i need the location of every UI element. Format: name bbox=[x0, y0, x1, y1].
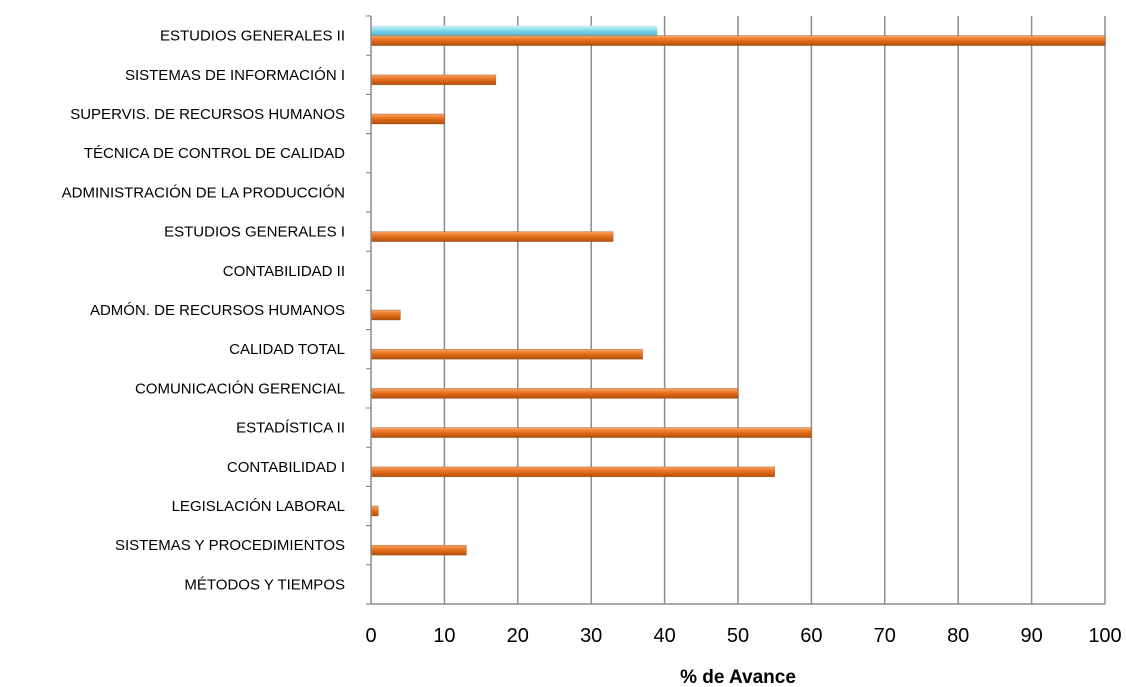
x-tick-label: 70 bbox=[874, 625, 896, 647]
bar bbox=[370, 466, 776, 478]
bar bbox=[370, 74, 497, 86]
bar bbox=[371, 25, 658, 36]
x-axis-title: % de Avance bbox=[680, 667, 796, 687]
x-tick-label: 40 bbox=[653, 625, 675, 647]
x-tick-label: 90 bbox=[1020, 625, 1042, 647]
category-labels: ESTUDIOS GENERALES II SISTEMAS DE INFORMA… bbox=[62, 28, 346, 594]
bar bbox=[370, 388, 739, 399]
bar bbox=[370, 505, 379, 517]
bar bbox=[370, 427, 812, 438]
x-tick-label: 30 bbox=[580, 625, 602, 647]
category-label: CALIDAD TOTAL bbox=[229, 341, 345, 358]
category-label: CONTABILIDAD I bbox=[227, 459, 345, 476]
x-tick-labels: 0 10 20 30 40 50 60 70 80 90 100 bbox=[365, 625, 1121, 647]
category-label: SUPERVIS. DE RECURSOS HUMANOS bbox=[70, 106, 345, 123]
category-label: COMUNICACIÓN GERENCIAL bbox=[135, 380, 345, 397]
axes bbox=[366, 15, 1105, 605]
category-label: ADMÓN. DE RECURSOS HUMANOS bbox=[90, 302, 345, 319]
category-label: ESTUDIOS GENERALES I bbox=[164, 224, 345, 241]
bar bbox=[370, 348, 643, 360]
x-tick-label: 0 bbox=[365, 625, 376, 647]
bar bbox=[370, 113, 445, 125]
category-label: MÉTODOS Y TIEMPOS bbox=[184, 576, 345, 593]
bar bbox=[370, 35, 1106, 46]
category-label: SISTEMAS DE INFORMACIÓN I bbox=[125, 67, 345, 84]
category-label: ESTADÍSTICA II bbox=[236, 420, 345, 437]
category-label: TÉCNICA DE CONTROL DE CALIDAD bbox=[84, 145, 345, 162]
x-tick-label: 10 bbox=[433, 625, 455, 647]
x-tick-label: 80 bbox=[947, 625, 969, 647]
category-label: CONTABILIDAD II bbox=[223, 263, 345, 280]
x-tick-label: 20 bbox=[507, 625, 529, 647]
category-label: ADMINISTRACIÓN DE LA PRODUCCIÓN bbox=[62, 184, 345, 201]
bar bbox=[370, 544, 467, 556]
bar bbox=[370, 309, 401, 321]
category-label: ESTUDIOS GENERALES II bbox=[160, 28, 345, 45]
x-tick-label: 60 bbox=[800, 625, 822, 647]
category-label: SISTEMAS Y PROCEDIMIENTOS bbox=[115, 537, 345, 554]
gridlines bbox=[443, 16, 1106, 604]
x-tick-label: 100 bbox=[1088, 625, 1121, 647]
bar bbox=[370, 231, 614, 242]
category-label: LEGISLACIÓN LABORAL bbox=[172, 498, 345, 515]
x-tick-label: 50 bbox=[727, 625, 749, 647]
